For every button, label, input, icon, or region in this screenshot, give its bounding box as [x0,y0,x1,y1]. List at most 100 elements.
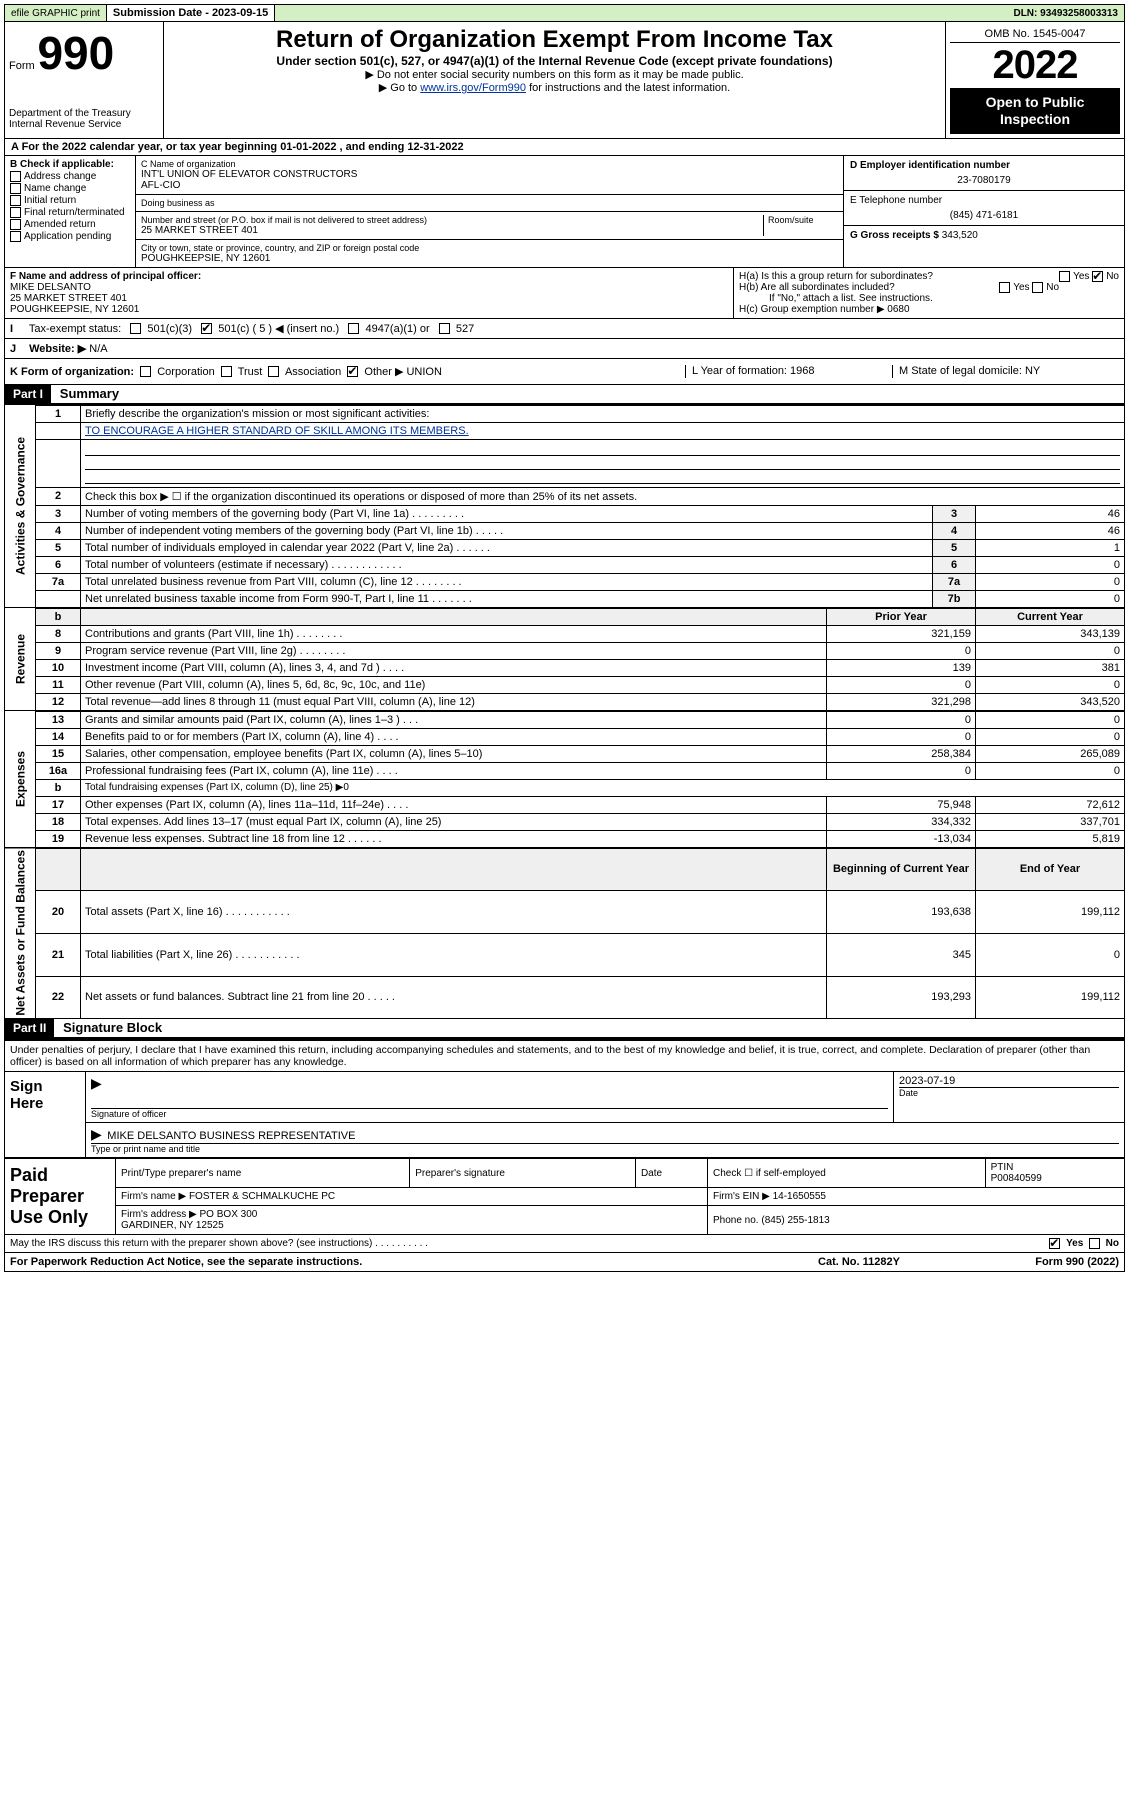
chk-4947a1[interactable] [348,323,359,334]
line-a-tax-year: A For the 2022 calendar year, or tax yea… [4,139,1125,156]
blank-line [85,443,1120,456]
signature-date: 2023-07-19 [899,1075,1119,1087]
l-year-formation: L Year of formation: 1968 [685,365,892,378]
chk-initial-return[interactable] [10,195,21,206]
h-a-yes[interactable] [1059,271,1070,282]
city-value: POUGHKEEPSIE, NY 12601 [141,253,838,264]
d-ein-label: D Employer identification number [850,160,1118,171]
chk-assoc[interactable] [268,366,279,377]
form-footer: Form 990 (2022) [949,1256,1119,1268]
firm-name: FOSTER & SCHMALKUCHE PC [189,1191,335,1202]
f-officer-label: F Name and address of principal officer: [10,271,728,282]
vlabel-revenue: Revenue [5,608,36,710]
part-1-header: Part I Summary [4,385,1125,405]
line-j-website: J Website: ▶ N/A [4,339,1125,359]
street-value: 25 MARKET STREET 401 [141,225,763,236]
h-a-group-return: H(a) Is this a group return for subordin… [739,271,1119,282]
g-gross-value: 343,520 [942,230,978,241]
irs-link[interactable]: www.irs.gov/Form990 [420,82,526,94]
page-footer: For Paperwork Reduction Act Notice, see … [4,1253,1125,1272]
signature-officer-label: Signature of officer [91,1108,888,1119]
chk-501c[interactable] [201,323,212,334]
top-bar: efile GRAPHIC print Submission Date - 20… [4,4,1125,22]
firm-ein: 14-1650555 [773,1191,826,1202]
c-name-label: C Name of organization [141,159,838,169]
d-ein-value: 23-7080179 [850,175,1118,186]
name-arrow-icon: ▶ [91,1126,102,1142]
section-expenses: Expenses 13Grants and similar amounts pa… [4,711,1125,848]
signature-arrow-icon: ▶ [91,1075,102,1091]
block-b-c-d: B Check if applicable: Address change Na… [4,156,1125,268]
city-label: City or town, state or province, country… [141,243,838,253]
tax-year: 2022 [950,43,1120,88]
section-net-assets: Net Assets or Fund Balances Beginning of… [4,848,1125,1020]
h-c-exemption: H(c) Group exemption number ▶ 0680 [739,304,1119,315]
chk-final-return[interactable] [10,207,21,218]
open-public-inspection: Open to Public Inspection [950,88,1120,134]
chk-amended-return[interactable] [10,219,21,230]
form-word: Form [9,60,35,72]
voting-members: 46 [976,505,1125,522]
room-suite-label: Room/suite [768,215,838,225]
block-f-h: F Name and address of principal officer:… [4,268,1125,319]
paid-preparer-label: Paid Preparer Use Only [5,1159,116,1235]
e-phone-label: E Telephone number [850,195,1118,206]
vlabel-net: Net Assets or Fund Balances [5,848,36,1019]
subtitle-link-line: ▶ Go to www.irs.gov/Form990 for instruct… [168,81,941,94]
chk-other[interactable] [347,366,358,377]
chk-527[interactable] [439,323,450,334]
h-b-note: If "No," attach a list. See instructions… [739,293,1119,304]
chk-name-change[interactable] [10,183,21,194]
mission-statement: TO ENCOURAGE A HIGHER STANDARD OF SKILL … [85,425,469,437]
section-b-checkboxes: B Check if applicable: Address change Na… [5,156,136,267]
omb-number: OMB No. 1545-0047 [950,26,1120,43]
subtitle-ssn: ▶ Do not enter social security numbers o… [168,68,941,81]
efile-label[interactable]: efile GRAPHIC print [5,5,107,21]
f-officer-value: MIKE DELSANTO 25 MARKET STREET 401 POUGH… [10,282,728,315]
dln: DLN: 93493258003313 [1007,5,1124,21]
signature-block: Under penalties of perjury, I declare th… [4,1039,1125,1158]
vlabel-activities: Activities & Governance [5,405,36,607]
g-gross-label: G Gross receipts $ [850,230,939,241]
right-info-column: D Employer identification number 23-7080… [843,156,1124,267]
line-i-tax-status: I Tax-exempt status: 501(c)(3) 501(c) ( … [4,319,1125,339]
form-header: Form 990 Department of the Treasury Inte… [4,22,1125,139]
chk-application-pending[interactable] [10,231,21,242]
org-name: INT'L UNION OF ELEVATOR CONSTRUCTORS AFL… [141,169,838,191]
discuss-yes[interactable] [1049,1238,1060,1249]
cat-no: Cat. No. 11282Y [769,1256,949,1268]
street-label: Number and street (or P.O. box if mail i… [141,215,763,225]
section-revenue: Revenue b Prior Year Current Year 8Contr… [4,608,1125,711]
dba-label: Doing business as [141,198,838,208]
discuss-no[interactable] [1089,1238,1100,1249]
section-activities: Activities & Governance 1 Briefly descri… [4,405,1125,608]
sign-here-label: Sign Here [5,1072,85,1157]
chk-corp[interactable] [140,366,151,377]
submission-date: Submission Date - 2023-09-15 [107,5,275,21]
perjury-declaration: Under penalties of perjury, I declare th… [5,1041,1124,1071]
e-phone-value: (845) 471-6181 [850,210,1118,221]
subtitle-section: Under section 501(c), 527, or 4947(a)(1)… [168,54,941,68]
chk-address-change[interactable] [10,171,21,182]
form-title: Return of Organization Exempt From Incom… [168,26,941,54]
form-number: 990 [37,27,114,79]
k-other-value: UNION [406,366,441,378]
firm-phone: (845) 255-1813 [761,1215,829,1226]
ptin-value: P00840599 [991,1173,1042,1184]
m-state-domicile: M State of legal domicile: NY [892,365,1119,378]
discuss-question: May the IRS discuss this return with the… [10,1238,428,1249]
website-value: N/A [89,343,107,355]
h-b-subordinates: H(b) Are all subordinates included? Yes … [739,282,1119,293]
paid-preparer-block: Paid Preparer Use Only Print/Type prepar… [4,1158,1125,1253]
line-k-form-org: K Form of organization: Corporation Trus… [4,359,1125,385]
part-2-header: Part II Signature Block [4,1019,1125,1039]
chk-trust[interactable] [221,366,232,377]
paperwork-notice: For Paperwork Reduction Act Notice, see … [10,1256,769,1268]
dept-treasury: Department of the Treasury Internal Reve… [9,108,159,130]
chk-501c3[interactable] [130,323,141,334]
h-b-no[interactable] [1032,282,1043,293]
h-b-yes[interactable] [999,282,1010,293]
h-a-no[interactable] [1092,271,1103,282]
officer-name-title: MIKE DELSANTO BUSINESS REPRESENTATIVE [107,1130,355,1142]
vlabel-expenses: Expenses [5,711,36,847]
